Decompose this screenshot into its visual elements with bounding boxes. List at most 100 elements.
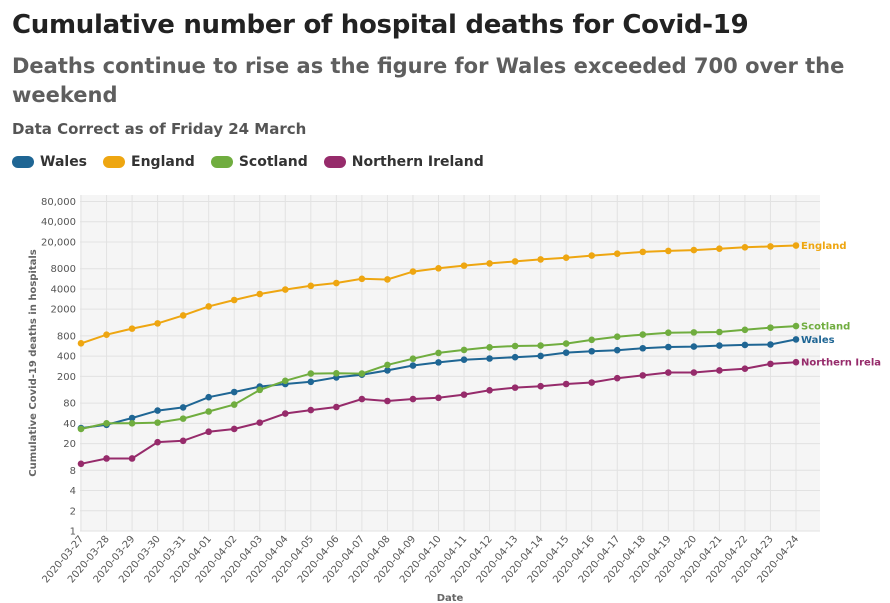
data-point-scotland[interactable] <box>792 322 800 330</box>
data-point-england[interactable] <box>665 247 672 255</box>
data-point-scotland[interactable] <box>460 346 468 354</box>
data-point-wales[interactable] <box>409 362 417 369</box>
data-point-wales[interactable] <box>562 349 570 356</box>
data-point-england[interactable] <box>230 296 238 304</box>
data-point-scotland[interactable] <box>665 329 672 337</box>
data-point-wales[interactable] <box>128 414 136 422</box>
data-point-scotland[interactable] <box>358 370 366 377</box>
data-point-northern-ireland[interactable] <box>358 395 366 403</box>
data-point-scotland[interactable] <box>77 425 85 433</box>
data-point-scotland[interactable] <box>179 415 187 422</box>
data-point-northern-ireland[interactable] <box>154 438 161 446</box>
data-point-northern-ireland[interactable] <box>486 387 493 394</box>
data-point-wales[interactable] <box>639 344 647 352</box>
data-point-northern-ireland[interactable] <box>792 358 800 366</box>
data-point-scotland[interactable] <box>613 333 621 340</box>
data-point-scotland[interactable] <box>281 377 289 385</box>
data-point-scotland[interactable] <box>154 419 161 426</box>
data-point-wales[interactable] <box>613 346 621 354</box>
data-point-wales[interactable] <box>384 367 391 374</box>
data-point-wales[interactable] <box>767 341 774 348</box>
data-point-scotland[interactable] <box>103 420 110 427</box>
data-point-england[interactable] <box>358 275 366 283</box>
data-point-england[interactable] <box>460 262 468 269</box>
data-point-england[interactable] <box>205 303 212 310</box>
data-point-england[interactable] <box>716 245 723 252</box>
data-point-wales[interactable] <box>230 388 238 396</box>
data-point-northern-ireland[interactable] <box>562 380 570 388</box>
data-point-northern-ireland[interactable] <box>409 395 417 403</box>
data-point-england[interactable] <box>103 331 110 338</box>
data-point-england[interactable] <box>486 260 493 267</box>
data-point-northern-ireland[interactable] <box>179 437 187 445</box>
data-point-england[interactable] <box>767 243 774 250</box>
data-point-wales[interactable] <box>179 404 187 411</box>
data-point-england[interactable] <box>307 282 315 290</box>
data-point-scotland[interactable] <box>537 342 544 349</box>
data-point-scotland[interactable] <box>128 420 136 427</box>
data-point-northern-ireland[interactable] <box>307 406 315 414</box>
data-point-wales[interactable] <box>460 356 468 364</box>
data-point-northern-ireland[interactable] <box>77 460 85 468</box>
data-point-northern-ireland[interactable] <box>537 382 544 390</box>
data-point-northern-ireland[interactable] <box>613 374 621 382</box>
data-point-wales[interactable] <box>741 341 749 349</box>
data-point-scotland[interactable] <box>256 386 264 394</box>
data-point-england[interactable] <box>588 252 596 259</box>
legend-item-northern-ireland[interactable]: Northern Ireland <box>323 154 484 170</box>
data-point-england[interactable] <box>435 264 442 272</box>
data-point-northern-ireland[interactable] <box>588 379 596 386</box>
data-point-england[interactable] <box>690 246 698 254</box>
data-point-scotland[interactable] <box>588 336 596 344</box>
data-point-northern-ireland[interactable] <box>205 428 212 436</box>
data-point-northern-ireland[interactable] <box>103 455 110 462</box>
legend-item-england[interactable]: England <box>103 154 195 170</box>
data-point-scotland[interactable] <box>690 329 698 336</box>
data-point-england[interactable] <box>281 286 289 293</box>
data-point-england[interactable] <box>128 325 136 332</box>
data-point-england[interactable] <box>154 320 161 327</box>
data-point-northern-ireland[interactable] <box>256 419 264 426</box>
data-point-wales[interactable] <box>307 378 315 386</box>
data-point-england[interactable] <box>792 242 800 249</box>
data-point-scotland[interactable] <box>639 331 647 338</box>
data-point-scotland[interactable] <box>230 401 238 408</box>
data-point-wales[interactable] <box>792 336 800 343</box>
data-point-england[interactable] <box>179 312 187 319</box>
data-point-scotland[interactable] <box>205 408 212 415</box>
data-point-northern-ireland[interactable] <box>690 369 698 376</box>
data-point-england[interactable] <box>613 250 621 257</box>
data-point-northern-ireland[interactable] <box>230 425 238 433</box>
data-point-scotland[interactable] <box>562 340 570 347</box>
data-point-northern-ireland[interactable] <box>665 369 672 376</box>
data-point-england[interactable] <box>333 279 340 287</box>
data-point-northern-ireland[interactable] <box>435 394 442 402</box>
data-point-wales[interactable] <box>486 355 493 362</box>
data-point-northern-ireland[interactable] <box>333 403 340 411</box>
data-point-northern-ireland[interactable] <box>639 372 647 379</box>
data-point-scotland[interactable] <box>741 326 749 334</box>
data-point-wales[interactable] <box>690 343 698 350</box>
data-point-scotland[interactable] <box>384 361 391 369</box>
data-point-england[interactable] <box>562 254 570 262</box>
data-point-scotland[interactable] <box>435 349 442 357</box>
data-point-scotland[interactable] <box>307 370 315 377</box>
data-point-scotland[interactable] <box>409 355 417 363</box>
data-point-wales[interactable] <box>588 347 596 355</box>
data-point-northern-ireland[interactable] <box>716 367 723 374</box>
data-point-northern-ireland[interactable] <box>384 397 391 405</box>
data-point-england[interactable] <box>409 268 417 275</box>
data-point-england[interactable] <box>511 258 519 265</box>
data-point-england[interactable] <box>384 276 391 283</box>
data-point-northern-ireland[interactable] <box>281 410 289 417</box>
data-point-wales[interactable] <box>537 352 544 360</box>
data-point-northern-ireland[interactable] <box>767 360 774 368</box>
data-point-england[interactable] <box>256 290 264 298</box>
data-point-northern-ireland[interactable] <box>741 365 749 373</box>
data-point-wales[interactable] <box>665 343 672 351</box>
data-point-northern-ireland[interactable] <box>460 391 468 398</box>
data-point-northern-ireland[interactable] <box>128 455 136 462</box>
data-point-wales[interactable] <box>154 407 161 414</box>
data-point-wales[interactable] <box>435 359 442 366</box>
data-point-england[interactable] <box>639 248 647 256</box>
